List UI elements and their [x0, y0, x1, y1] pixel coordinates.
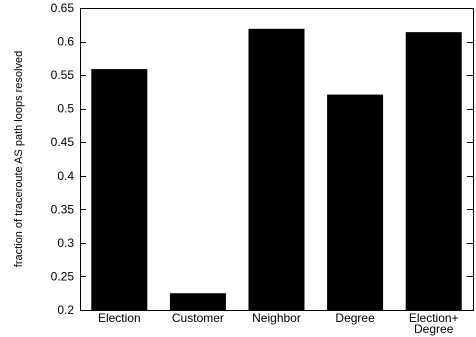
y-axis-label: fraction of traceroute AS path loops res…	[13, 51, 25, 267]
y-tick-label: 0.55	[51, 68, 75, 82]
y-tick-label: 0.2	[57, 303, 74, 317]
bar	[405, 32, 462, 310]
bars-group	[91, 28, 462, 311]
y-tick-label: 0.45	[51, 135, 75, 149]
y-tick-label: 0.65	[51, 1, 75, 15]
plot-frame	[80, 8, 474, 311]
y-tick-label: 0.4	[57, 169, 74, 183]
y-axis: 0.2 0.25 0.3 0.35 0.4 0.45 0.5 0.55 0.6 0.65	[51, 1, 473, 317]
y-tick-label: 0.3	[57, 236, 74, 250]
bar	[91, 69, 148, 311]
y-tick-label: 0.25	[51, 269, 75, 283]
x-tick-label: Customer	[172, 311, 224, 325]
x-tick-label: Election+	[409, 311, 459, 325]
x-tick-label: Neighbor	[252, 311, 301, 325]
x-tick-label: Degree	[414, 322, 454, 336]
x-axis: Election Customer Neighbor Degree Election+D…	[98, 311, 459, 336]
bar	[248, 28, 305, 311]
y-tick-label: 0.5	[57, 102, 74, 116]
bar	[169, 293, 226, 310]
x-tick-label: Degree	[335, 311, 375, 325]
bar	[327, 94, 384, 310]
y-tick-label: 0.6	[57, 35, 74, 49]
y-tick-label: 0.35	[51, 202, 75, 216]
x-tick-label: Election	[98, 311, 141, 325]
